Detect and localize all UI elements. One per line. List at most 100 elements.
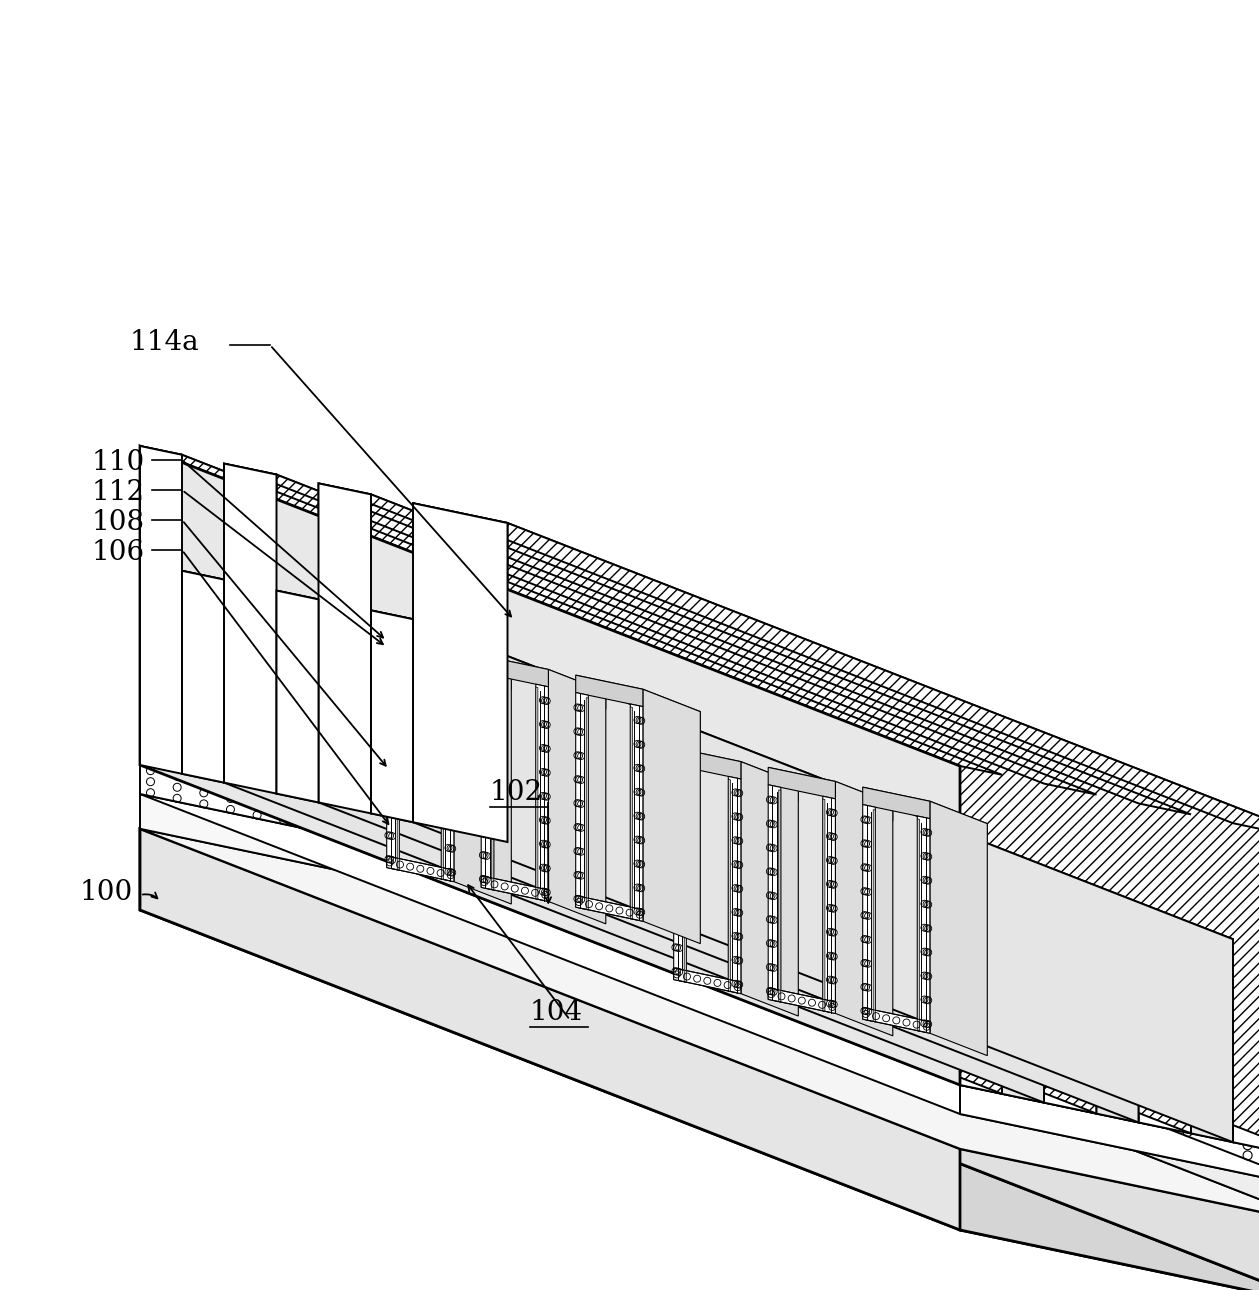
Polygon shape [387, 636, 511, 672]
Polygon shape [319, 484, 1191, 814]
Polygon shape [442, 664, 454, 881]
Polygon shape [961, 766, 1002, 1094]
Polygon shape [862, 787, 987, 823]
Polygon shape [768, 768, 836, 799]
Polygon shape [575, 895, 643, 921]
Polygon shape [539, 677, 606, 710]
Text: 114a: 114a [130, 329, 200, 356]
Polygon shape [740, 761, 798, 1017]
Polygon shape [140, 795, 1259, 1191]
Polygon shape [277, 591, 319, 802]
Polygon shape [140, 795, 507, 906]
Polygon shape [862, 805, 875, 1022]
Polygon shape [371, 610, 413, 822]
Polygon shape [413, 503, 507, 842]
Polygon shape [1097, 911, 1138, 1122]
Polygon shape [768, 768, 893, 804]
Polygon shape [674, 968, 740, 993]
Polygon shape [481, 673, 494, 890]
Polygon shape [224, 463, 1097, 795]
Polygon shape [319, 484, 371, 814]
Polygon shape [140, 446, 961, 1085]
Polygon shape [961, 1085, 1259, 1191]
Polygon shape [728, 777, 740, 993]
Polygon shape [862, 1007, 930, 1033]
Polygon shape [643, 689, 700, 944]
Text: 102: 102 [490, 779, 543, 806]
Polygon shape [684, 770, 686, 982]
Polygon shape [633, 698, 700, 729]
Polygon shape [549, 670, 606, 924]
Polygon shape [371, 494, 1191, 1134]
Polygon shape [536, 684, 549, 902]
Polygon shape [454, 650, 511, 904]
Polygon shape [481, 876, 549, 902]
Polygon shape [140, 828, 1259, 1226]
Polygon shape [224, 463, 277, 793]
Polygon shape [183, 570, 224, 783]
Polygon shape [674, 765, 686, 982]
Text: 108: 108 [92, 510, 145, 537]
Polygon shape [140, 828, 507, 987]
Polygon shape [587, 698, 588, 909]
Text: 110: 110 [92, 449, 145, 476]
Polygon shape [826, 789, 893, 822]
Polygon shape [183, 570, 224, 783]
Polygon shape [387, 857, 454, 881]
Polygon shape [1044, 783, 1097, 1113]
Polygon shape [140, 909, 1259, 1290]
Polygon shape [1002, 891, 1044, 1103]
Polygon shape [183, 570, 1044, 899]
Polygon shape [492, 677, 494, 890]
Text: 106: 106 [92, 539, 145, 566]
Polygon shape [413, 503, 507, 842]
Polygon shape [224, 579, 1044, 1103]
Polygon shape [397, 658, 399, 871]
Polygon shape [631, 707, 632, 918]
Polygon shape [507, 842, 1259, 1191]
Polygon shape [575, 675, 700, 712]
Polygon shape [874, 810, 875, 1022]
Polygon shape [387, 636, 454, 667]
Polygon shape [481, 655, 606, 691]
Polygon shape [536, 688, 538, 899]
Polygon shape [224, 463, 277, 793]
Polygon shape [731, 770, 798, 801]
Polygon shape [507, 906, 1259, 1290]
Polygon shape [920, 810, 987, 841]
Polygon shape [862, 787, 930, 819]
Polygon shape [768, 784, 781, 1002]
Polygon shape [277, 591, 319, 802]
Polygon shape [575, 675, 643, 707]
Polygon shape [481, 655, 549, 686]
Polygon shape [371, 610, 413, 822]
Polygon shape [918, 817, 930, 1033]
Polygon shape [674, 748, 740, 779]
Polygon shape [319, 600, 1138, 1122]
Polygon shape [728, 779, 730, 992]
Polygon shape [371, 610, 1233, 939]
Polygon shape [631, 704, 643, 921]
Polygon shape [413, 503, 1259, 842]
Polygon shape [1138, 804, 1191, 1134]
Polygon shape [140, 446, 1002, 775]
Polygon shape [836, 782, 893, 1036]
Polygon shape [918, 819, 919, 1031]
Polygon shape [930, 801, 987, 1055]
Polygon shape [1233, 823, 1259, 1162]
Polygon shape [140, 446, 183, 774]
Polygon shape [442, 667, 443, 880]
Polygon shape [507, 871, 1259, 1226]
Polygon shape [140, 828, 1259, 1226]
Text: 112: 112 [92, 479, 145, 506]
Polygon shape [507, 522, 1259, 1162]
Polygon shape [413, 619, 1233, 1142]
Polygon shape [961, 1149, 1259, 1290]
Polygon shape [768, 988, 836, 1014]
Polygon shape [674, 748, 798, 784]
Polygon shape [140, 765, 507, 871]
Text: 104: 104 [530, 998, 583, 1026]
Polygon shape [779, 789, 781, 1002]
Polygon shape [277, 475, 1097, 1113]
Polygon shape [140, 446, 183, 774]
